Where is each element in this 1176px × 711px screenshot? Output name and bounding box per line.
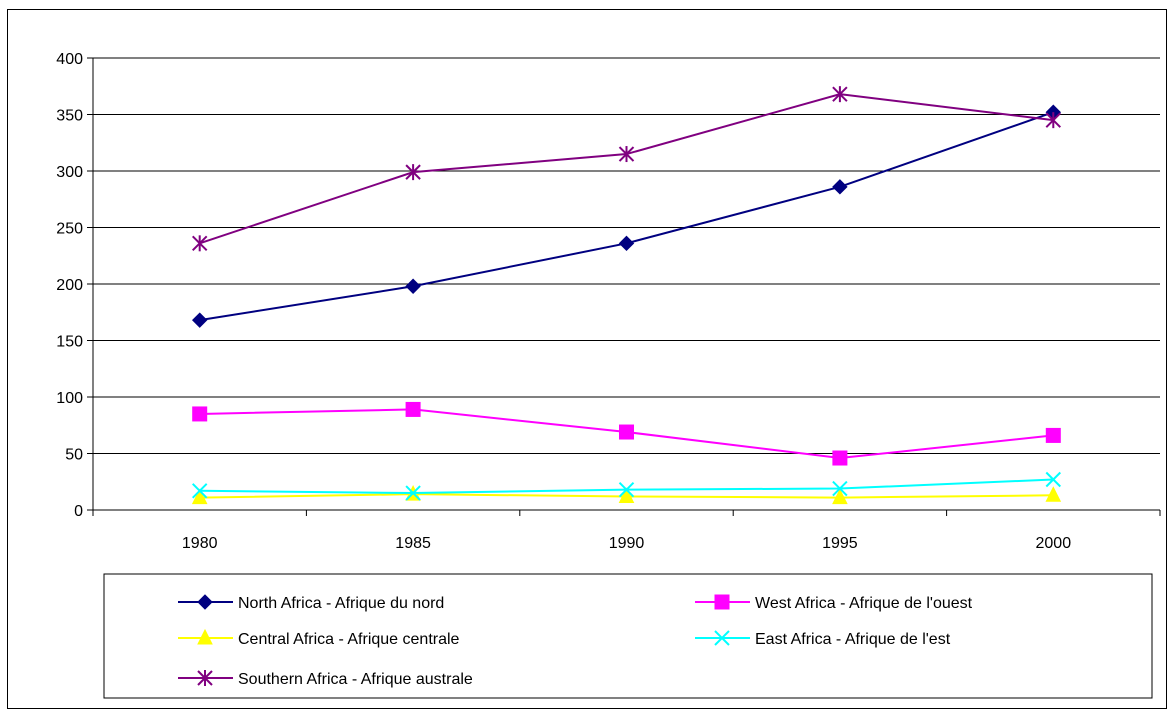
data-point xyxy=(832,480,848,497)
legend-marker xyxy=(197,670,213,686)
series-0 xyxy=(191,104,1062,328)
data-point xyxy=(1045,427,1061,443)
data-point xyxy=(619,424,634,440)
series-4 xyxy=(191,86,1062,252)
data-point xyxy=(832,450,848,466)
x-tick-label: 1990 xyxy=(609,535,645,552)
x-tick-label: 1995 xyxy=(822,535,858,552)
data-point xyxy=(618,146,635,163)
data-point xyxy=(191,483,208,499)
legend-marker xyxy=(714,594,730,610)
data-point xyxy=(832,488,848,505)
legend-marker xyxy=(197,594,213,610)
legend-box xyxy=(103,573,1153,699)
y-tick-label: 200 xyxy=(56,277,83,294)
data-point xyxy=(405,278,421,294)
data-point xyxy=(405,485,421,501)
data-point xyxy=(405,401,421,417)
legend-label: East Africa - Afrique de l'est xyxy=(755,631,951,648)
axes: 0 50 100 150 200 250 300 350 400 1980 1985 1990 1995… xyxy=(56,51,1161,552)
data-point xyxy=(191,312,208,328)
y-tick-label: 50 xyxy=(65,447,83,464)
data-point xyxy=(1045,486,1062,502)
legend-label: West Africa - Afrique de l'ouest xyxy=(755,595,973,612)
y-tick-label: 100 xyxy=(56,390,83,407)
data-point xyxy=(832,86,848,103)
data-point xyxy=(191,235,208,252)
data-point xyxy=(1045,112,1062,129)
x-tick-label: 2000 xyxy=(1036,535,1072,552)
data-point xyxy=(618,487,635,503)
legend-marker xyxy=(197,628,213,645)
legend-marker xyxy=(714,630,730,646)
x-tick-label: 1980 xyxy=(182,535,218,552)
legend-label: Southern Africa - Afrique australe xyxy=(238,671,473,688)
data-point xyxy=(192,406,208,422)
data-point xyxy=(618,235,635,252)
y-tick-label: 300 xyxy=(56,164,83,181)
legend-item: Southern Africa - Afrique australe xyxy=(178,670,473,688)
x-tick-label: 1985 xyxy=(395,535,431,552)
y-tick-label: 350 xyxy=(56,108,83,125)
legend-item: North Africa - Afrique du nord xyxy=(178,594,444,612)
data-point xyxy=(191,488,208,505)
legend-label: North Africa - Afrique du nord xyxy=(238,595,444,612)
y-tick-label: 150 xyxy=(56,334,83,351)
data-point xyxy=(1045,471,1062,488)
data-point xyxy=(618,481,635,498)
data-point xyxy=(405,164,421,181)
legend-item: East Africa - Afrique de l'est xyxy=(695,630,951,648)
y-tick-label: 400 xyxy=(56,51,83,68)
y-tick-label: 250 xyxy=(56,221,83,238)
data-point xyxy=(832,179,848,195)
gridlines xyxy=(93,57,1160,454)
legend-label: Central Africa - Afrique centrale xyxy=(238,631,460,648)
series-3 xyxy=(191,471,1062,501)
series-1 xyxy=(192,401,1061,466)
legend-item: West Africa - Afrique de l'ouest xyxy=(695,594,973,612)
series-layer xyxy=(191,86,1062,505)
legend: North Africa - Afrique du nord West Afric… xyxy=(103,573,1153,699)
y-tick-label: 0 xyxy=(74,503,83,520)
legend-item: Central Africa - Afrique centrale xyxy=(178,628,460,648)
